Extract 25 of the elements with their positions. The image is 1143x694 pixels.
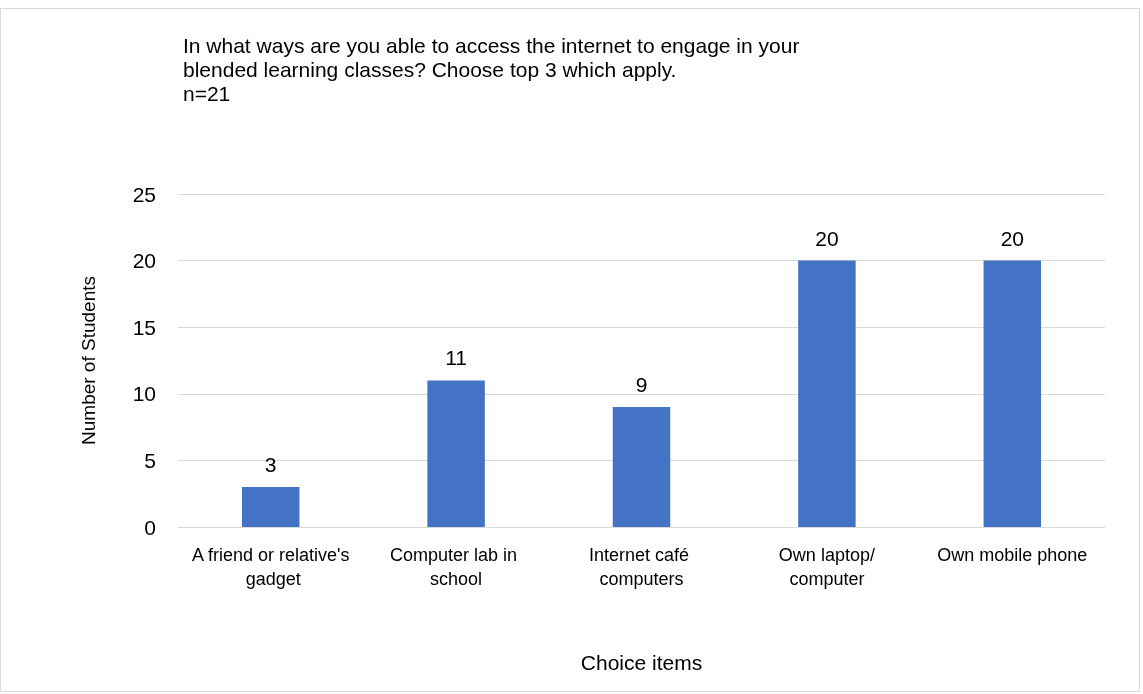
bar — [983, 260, 1042, 527]
bar — [241, 487, 300, 527]
data-label: 3 — [264, 453, 277, 477]
chart-title: In what ways are you able to access the internet to engage in your blended learning classes? Choose top 3 which apply. — [183, 33, 800, 81]
x-tick-label: Computer lab in school — [390, 545, 523, 589]
bar — [612, 407, 671, 527]
x-tick-label: A friend or relative's gadget — [191, 545, 350, 589]
y-tick-label: 20 — [132, 249, 156, 273]
bar — [798, 260, 856, 527]
data-label: 20 — [1000, 226, 1024, 250]
data-label: 11 — [445, 346, 468, 370]
x-tick-label: Internet café computers — [588, 545, 695, 589]
y-tick-label: 10 — [132, 382, 156, 406]
data-label: 9 — [635, 373, 648, 397]
y-tick-label: 0 — [144, 515, 156, 539]
x-tick-label: Own mobile phone — [937, 545, 1088, 565]
bar — [427, 380, 485, 527]
x-tick-label: Own laptop/computer — [778, 545, 875, 589]
y-tick-label: 25 — [132, 182, 156, 206]
y-tick-label: 15 — [132, 315, 156, 339]
data-label: 20 — [815, 226, 839, 250]
y-axis-title: Number of Students — [78, 276, 99, 445]
y-tick-label: 5 — [144, 448, 156, 472]
x-axis-title: Choice items — [580, 651, 703, 674]
chart-subtitle: n=21 — [183, 82, 231, 105]
